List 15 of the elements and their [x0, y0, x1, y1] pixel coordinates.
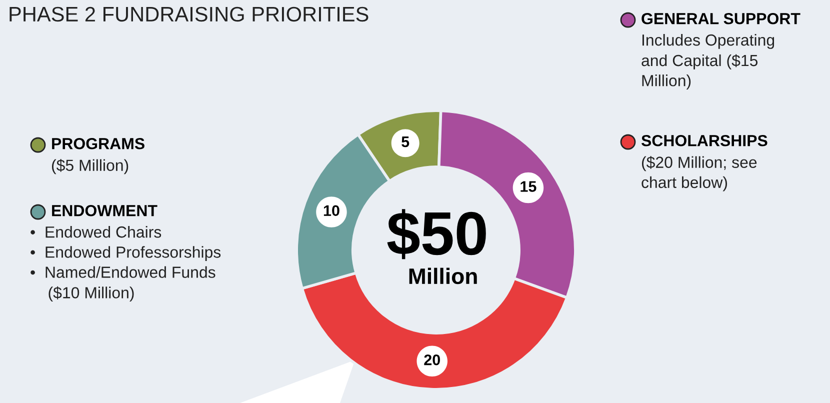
- text: • Endowed Chairs • Endowed Professorships • Named/Endowed Funds ($10 Million): [30, 226, 221, 302]
- text: Million: [409, 268, 477, 284]
- text: $50: [387, 209, 486, 260]
- data-label: 15: [520, 181, 536, 192]
- data-label: 5: [402, 136, 410, 148]
- legend-label: SCHOLARSHIPS: [641, 134, 768, 146]
- legend-label: GENERAL SUPPORT: [642, 12, 800, 24]
- text: ($20 Million; see chart below): [642, 156, 757, 192]
- text: ($5 Million): [52, 158, 128, 174]
- text: Includes Operating and Capital ($15 Million): [642, 34, 774, 90]
- data-label: 20: [424, 354, 440, 366]
- legend-label: PROGRAMS: [52, 138, 144, 150]
- chart-title: PHASE 2 FUNDRAISING PRIORITIES: [10, 6, 368, 22]
- legend-label: ENDOWMENT: [52, 204, 158, 216]
- data-label: 10: [324, 205, 340, 216]
